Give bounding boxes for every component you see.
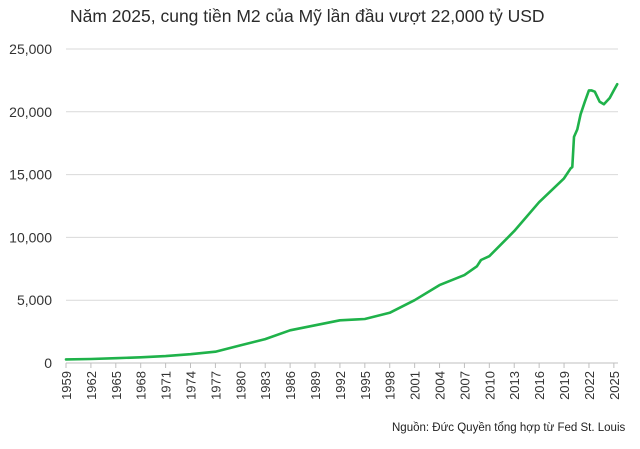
y-tick-label: 20,000 [9,104,52,120]
x-tick-label: 2004 [433,371,448,400]
x-tick-label: 2001 [408,371,423,400]
y-axis-tick-labels: 0 5,000 10,000 15,000 20,000 25,000 [9,41,52,371]
series-line-m2 [64,82,619,361]
x-tick-label: 1959 [59,371,74,400]
source-note: Nguồn: Đức Quyền tổng hợp từ Fed St. Lou… [392,422,626,434]
x-tick-label: 1968 [134,371,149,400]
series-layer [64,82,619,361]
y-tick-label: 5,000 [17,292,52,308]
x-tick-label: 2013 [507,371,522,400]
x-tick-label: 1992 [333,371,348,400]
y-tick-label: 25,000 [9,41,52,57]
x-tick-label: 1971 [159,371,174,400]
x-tick-label: 1965 [109,371,124,400]
x-tick-label: 1989 [308,371,323,400]
y-tick-label: 10,000 [9,229,52,245]
x-tick-label: 2022 [582,371,597,400]
y-tick-label: 15,000 [9,167,52,183]
x-tick-label: 2025 [607,371,622,400]
x-tick-label: 1974 [184,371,199,400]
x-tick-label: 1998 [383,371,398,400]
x-tick-label: 2007 [457,371,472,400]
x-tick-label: 2010 [482,371,497,400]
x-axis-tick-labels: 1959 1962 1965 1968 1971 1974 1977 1980 1983 1986… [59,371,622,400]
x-tick-label: 1995 [358,371,373,400]
y-tick-label: 0 [44,355,52,371]
gridlines [66,48,618,301]
x-tick-label: 1977 [208,371,223,400]
x-tick-label: 2016 [532,371,547,400]
x-tick-label: 1980 [233,371,248,400]
x-tick-label: 1962 [84,371,99,400]
chart-title: Năm 2025, cung tiền M2 của Mỹ lần đầu vư… [70,6,545,26]
x-tick-label: 2019 [557,371,572,400]
x-axis [65,362,618,368]
x-tick-label: 1983 [258,371,273,400]
x-tick-label: 1986 [283,371,298,400]
